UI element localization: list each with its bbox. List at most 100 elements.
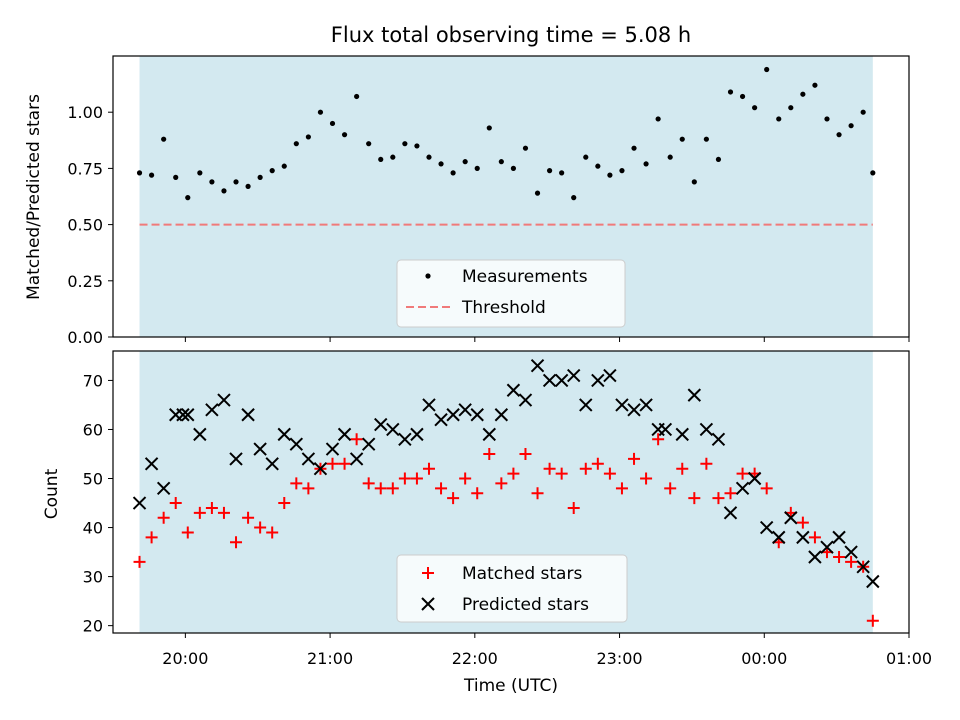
predicted-star-point <box>176 408 190 422</box>
bottom-y-axis-label: Count <box>42 468 62 519</box>
matched-star-point <box>833 550 846 563</box>
measurement-point <box>860 109 866 115</box>
measurement-point <box>679 136 685 142</box>
matched-star-point <box>664 482 677 495</box>
matched-star-point <box>145 531 158 544</box>
matched-star-point <box>736 467 749 480</box>
top-y-tick-label: 0.50 <box>67 216 103 235</box>
measurement-point <box>136 170 143 176</box>
matched-star-point <box>471 487 484 500</box>
matched-star-point <box>447 492 460 505</box>
measurement-point <box>257 174 263 180</box>
predicted-star-point <box>675 427 689 442</box>
predicted-star-point <box>856 560 870 574</box>
matched-star-point <box>519 447 532 460</box>
matched-star-point <box>567 501 580 514</box>
matched-star-point <box>338 457 351 470</box>
matched-star-point <box>181 526 194 539</box>
bottom-y-tick-label: 40 <box>83 519 103 538</box>
measurement-point <box>438 161 444 167</box>
matched-star-point <box>845 555 858 568</box>
measurement-point <box>293 141 299 147</box>
measurement-point <box>233 179 239 185</box>
measurement-point <box>631 145 637 151</box>
measurement-point <box>836 132 842 138</box>
predicted-star-point <box>374 417 388 432</box>
measurement-point <box>703 136 709 142</box>
matched-star-point <box>628 452 641 465</box>
measurement-point <box>788 105 794 111</box>
measurement-point <box>510 165 517 171</box>
predicted-star-point <box>337 427 352 442</box>
matched-star-point <box>217 506 230 519</box>
x-tick-label: 20:00 <box>162 649 208 668</box>
measurement-point <box>534 190 541 196</box>
predicted-star-point <box>325 442 340 456</box>
legend-predicted-stars: Predicted stars <box>462 595 589 615</box>
measurement-point <box>173 174 179 180</box>
matched-legend-marker <box>422 567 434 579</box>
measurement-point <box>522 145 529 151</box>
predicted-star-point <box>639 398 653 412</box>
predicted-star-point <box>603 368 617 383</box>
matched-star-point <box>242 511 255 524</box>
top-y-tick-label: 1.00 <box>67 103 103 122</box>
measurement-point <box>161 136 167 142</box>
measurement-point <box>486 125 492 131</box>
predicted-star-point <box>241 408 255 422</box>
matched-star-point <box>579 462 592 475</box>
predicted-star-point <box>542 373 557 388</box>
matched-star-point <box>700 457 713 470</box>
matched-star-point <box>205 501 218 514</box>
matched-star-point <box>676 462 689 475</box>
top-y-tick-label: 0.00 <box>67 328 103 347</box>
top-axes-frame <box>112 55 910 338</box>
predicted-star-point <box>482 427 496 442</box>
predicted-star-point <box>289 437 304 451</box>
x-tick-label: 23:00 <box>596 649 642 668</box>
measurement-point <box>752 105 758 111</box>
matched-star-point <box>796 516 809 529</box>
matched-star-point <box>531 487 544 500</box>
measurement-point <box>462 159 468 165</box>
predicted-star-point <box>470 408 484 422</box>
measurement-point <box>727 89 734 95</box>
predicted-star-point <box>772 530 786 545</box>
matched-star-point <box>808 531 821 544</box>
matched-star-point <box>133 555 146 568</box>
measurement-point <box>197 170 203 176</box>
measurement-point <box>715 156 722 163</box>
matched-star-point <box>326 457 339 470</box>
measurement-point <box>559 170 565 176</box>
measurement-point <box>414 143 420 149</box>
matched-star-point <box>640 472 653 485</box>
matched-star-point <box>483 447 496 460</box>
matched-star-point <box>254 521 267 534</box>
predicted-star-point <box>217 393 231 407</box>
predicted-star-point <box>277 427 291 442</box>
matched-star-point <box>866 614 879 627</box>
matched-star-point <box>398 472 411 485</box>
predicted-star-point <box>615 398 629 412</box>
bottom-y-tick-label: 20 <box>83 617 103 636</box>
measurement-point <box>402 141 408 147</box>
measurement-point <box>185 195 191 201</box>
predicted-star-point <box>711 432 726 446</box>
top-y-tick-label: 0.25 <box>67 272 103 291</box>
measurement-point <box>341 132 348 138</box>
matched-star-point <box>495 477 508 490</box>
predicted-star-point <box>567 368 581 383</box>
predicted-star-point <box>699 422 714 437</box>
measurement-point <box>764 66 770 73</box>
measurement-point <box>450 170 456 176</box>
legend-measurements: Measurements <box>462 267 588 287</box>
predicted-star-point <box>747 471 762 486</box>
measurements-legend-marker <box>425 273 431 279</box>
predicted-star-point <box>193 427 207 442</box>
predicted-star-point <box>579 398 593 412</box>
measurement-point <box>812 82 818 88</box>
predicted-star-point <box>458 403 472 417</box>
predicted-star-point <box>301 452 316 466</box>
measurement-point <box>739 93 746 100</box>
